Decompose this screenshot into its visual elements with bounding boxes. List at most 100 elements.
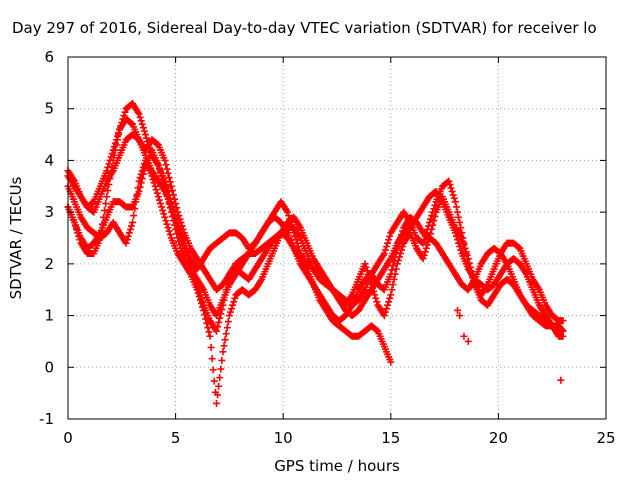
y-tick-label: 3 bbox=[44, 203, 54, 221]
data-point bbox=[463, 251, 471, 259]
data-point bbox=[454, 306, 462, 314]
data-point bbox=[373, 298, 381, 306]
data-point bbox=[106, 156, 114, 164]
data-point bbox=[389, 262, 397, 270]
data-point bbox=[447, 184, 455, 192]
data-point bbox=[215, 382, 223, 390]
data-point bbox=[381, 308, 389, 316]
data-point bbox=[105, 181, 113, 189]
data-point bbox=[454, 208, 462, 216]
data-point bbox=[131, 205, 139, 213]
data-point bbox=[76, 236, 84, 244]
data-point bbox=[387, 358, 395, 366]
data-point bbox=[98, 220, 106, 228]
data-point bbox=[143, 134, 151, 142]
data-point bbox=[161, 177, 169, 185]
data-point bbox=[107, 153, 115, 161]
data-point bbox=[448, 187, 456, 195]
data-point bbox=[157, 200, 165, 208]
data-point bbox=[154, 193, 162, 201]
data-point bbox=[106, 175, 114, 183]
data-point bbox=[115, 129, 123, 137]
x-tick-label: 10 bbox=[274, 429, 293, 447]
data-point bbox=[388, 266, 396, 274]
data-point bbox=[161, 213, 169, 221]
data-point bbox=[220, 342, 228, 350]
data-point bbox=[431, 212, 439, 220]
data-point bbox=[103, 167, 111, 175]
data-point bbox=[107, 168, 115, 176]
data-point bbox=[158, 203, 166, 211]
data-point bbox=[166, 178, 174, 186]
data-point bbox=[176, 215, 184, 223]
data-point bbox=[385, 236, 393, 244]
data-point bbox=[559, 332, 567, 340]
y-tick-label: -1 bbox=[39, 410, 54, 428]
data-point bbox=[285, 212, 293, 220]
data-point bbox=[217, 310, 225, 318]
y-tick-label: 6 bbox=[44, 48, 54, 66]
data-point bbox=[218, 306, 226, 314]
data-point bbox=[111, 139, 119, 147]
y-tick-label: 4 bbox=[44, 151, 54, 169]
data-point bbox=[167, 182, 175, 190]
data-point bbox=[419, 239, 427, 247]
data-point bbox=[452, 203, 460, 211]
data-point bbox=[197, 300, 205, 308]
data-point bbox=[169, 191, 177, 199]
data-point bbox=[384, 301, 392, 309]
data-point bbox=[215, 318, 223, 326]
data-point bbox=[222, 286, 230, 294]
data-point bbox=[132, 198, 140, 206]
series-6 bbox=[454, 306, 565, 384]
data-point bbox=[175, 212, 183, 220]
data-point bbox=[121, 108, 129, 116]
data-point bbox=[395, 253, 403, 261]
data-point bbox=[160, 210, 168, 218]
data-point bbox=[135, 110, 143, 118]
data-point bbox=[204, 324, 212, 332]
data-point bbox=[456, 243, 464, 251]
data-point bbox=[113, 132, 121, 140]
data-point bbox=[164, 187, 172, 195]
data-point bbox=[466, 263, 474, 271]
data-point bbox=[557, 376, 565, 384]
data-point bbox=[164, 169, 172, 177]
data-point bbox=[162, 161, 170, 169]
data-point bbox=[166, 231, 174, 239]
data-point bbox=[380, 250, 388, 258]
data-point bbox=[140, 127, 148, 135]
data-point bbox=[216, 374, 224, 382]
data-point bbox=[175, 227, 183, 235]
data-point bbox=[457, 246, 465, 254]
data-point bbox=[163, 165, 171, 173]
data-point bbox=[369, 284, 377, 292]
data-point bbox=[218, 356, 226, 364]
data-point bbox=[454, 236, 462, 244]
data-point bbox=[230, 298, 238, 306]
data-point bbox=[423, 241, 431, 249]
data-point bbox=[461, 244, 469, 252]
data-point bbox=[459, 237, 467, 245]
data-point bbox=[136, 174, 144, 182]
chart-title: Day 297 of 2016, Sidereal Day-to-day VTE… bbox=[12, 19, 597, 37]
data-point bbox=[392, 265, 400, 273]
data-point bbox=[205, 328, 213, 336]
data-point bbox=[212, 327, 220, 335]
axis-ticks: 0 5 10 15 20 25 -1 0 1 2 3 4 5 6 bbox=[39, 48, 616, 447]
data-point bbox=[177, 218, 185, 226]
data-point bbox=[112, 136, 120, 144]
data-point bbox=[127, 222, 135, 230]
data-point bbox=[168, 187, 176, 195]
x-tick-label: 25 bbox=[596, 429, 615, 447]
data-point bbox=[201, 311, 209, 319]
data-point bbox=[226, 308, 234, 316]
data-point bbox=[199, 303, 206, 311]
data-point bbox=[162, 181, 170, 189]
data-point bbox=[371, 291, 379, 299]
data-point bbox=[133, 191, 141, 199]
data-point bbox=[73, 225, 81, 233]
data-point bbox=[428, 225, 436, 233]
data-point bbox=[386, 232, 394, 240]
